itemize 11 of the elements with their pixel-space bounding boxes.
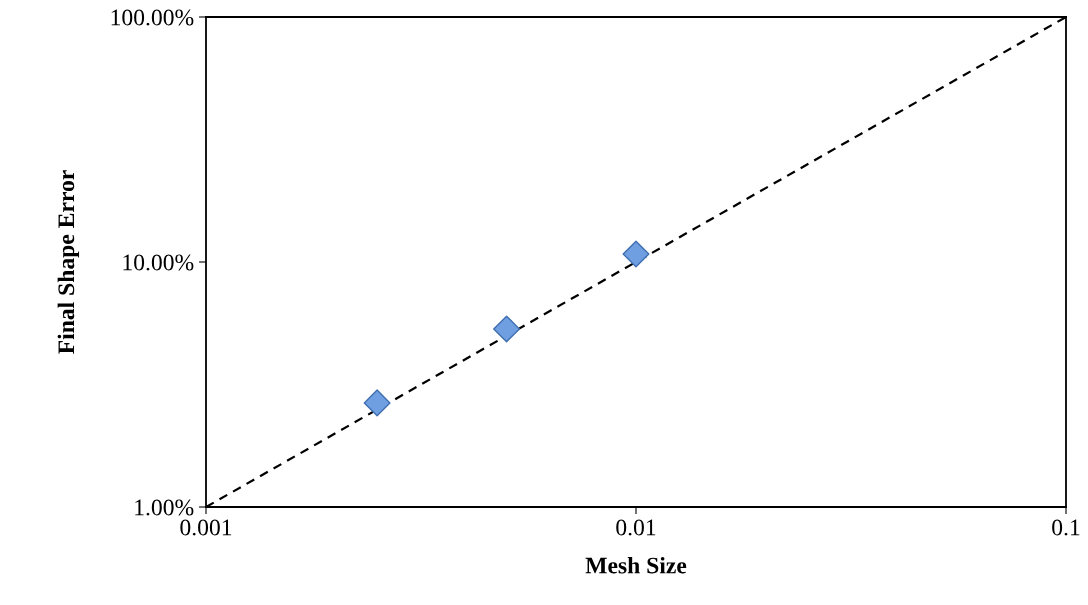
x-tick-label: 0.001 bbox=[180, 519, 232, 536]
x-axis-title: Mesh Size bbox=[585, 556, 687, 574]
point bbox=[363, 389, 391, 417]
y-tick-label: 1.00% bbox=[135, 499, 194, 516]
y-axis-title: Final Shape Error bbox=[57, 170, 80, 354]
y-tick-label: 10.00% bbox=[123, 254, 194, 271]
point bbox=[622, 240, 650, 268]
point bbox=[493, 315, 521, 343]
y-tick-label: 100.00% bbox=[111, 9, 194, 26]
x-tick-label: 0.01 bbox=[616, 519, 656, 536]
x-tick-label: 0.1 bbox=[1052, 519, 1080, 536]
